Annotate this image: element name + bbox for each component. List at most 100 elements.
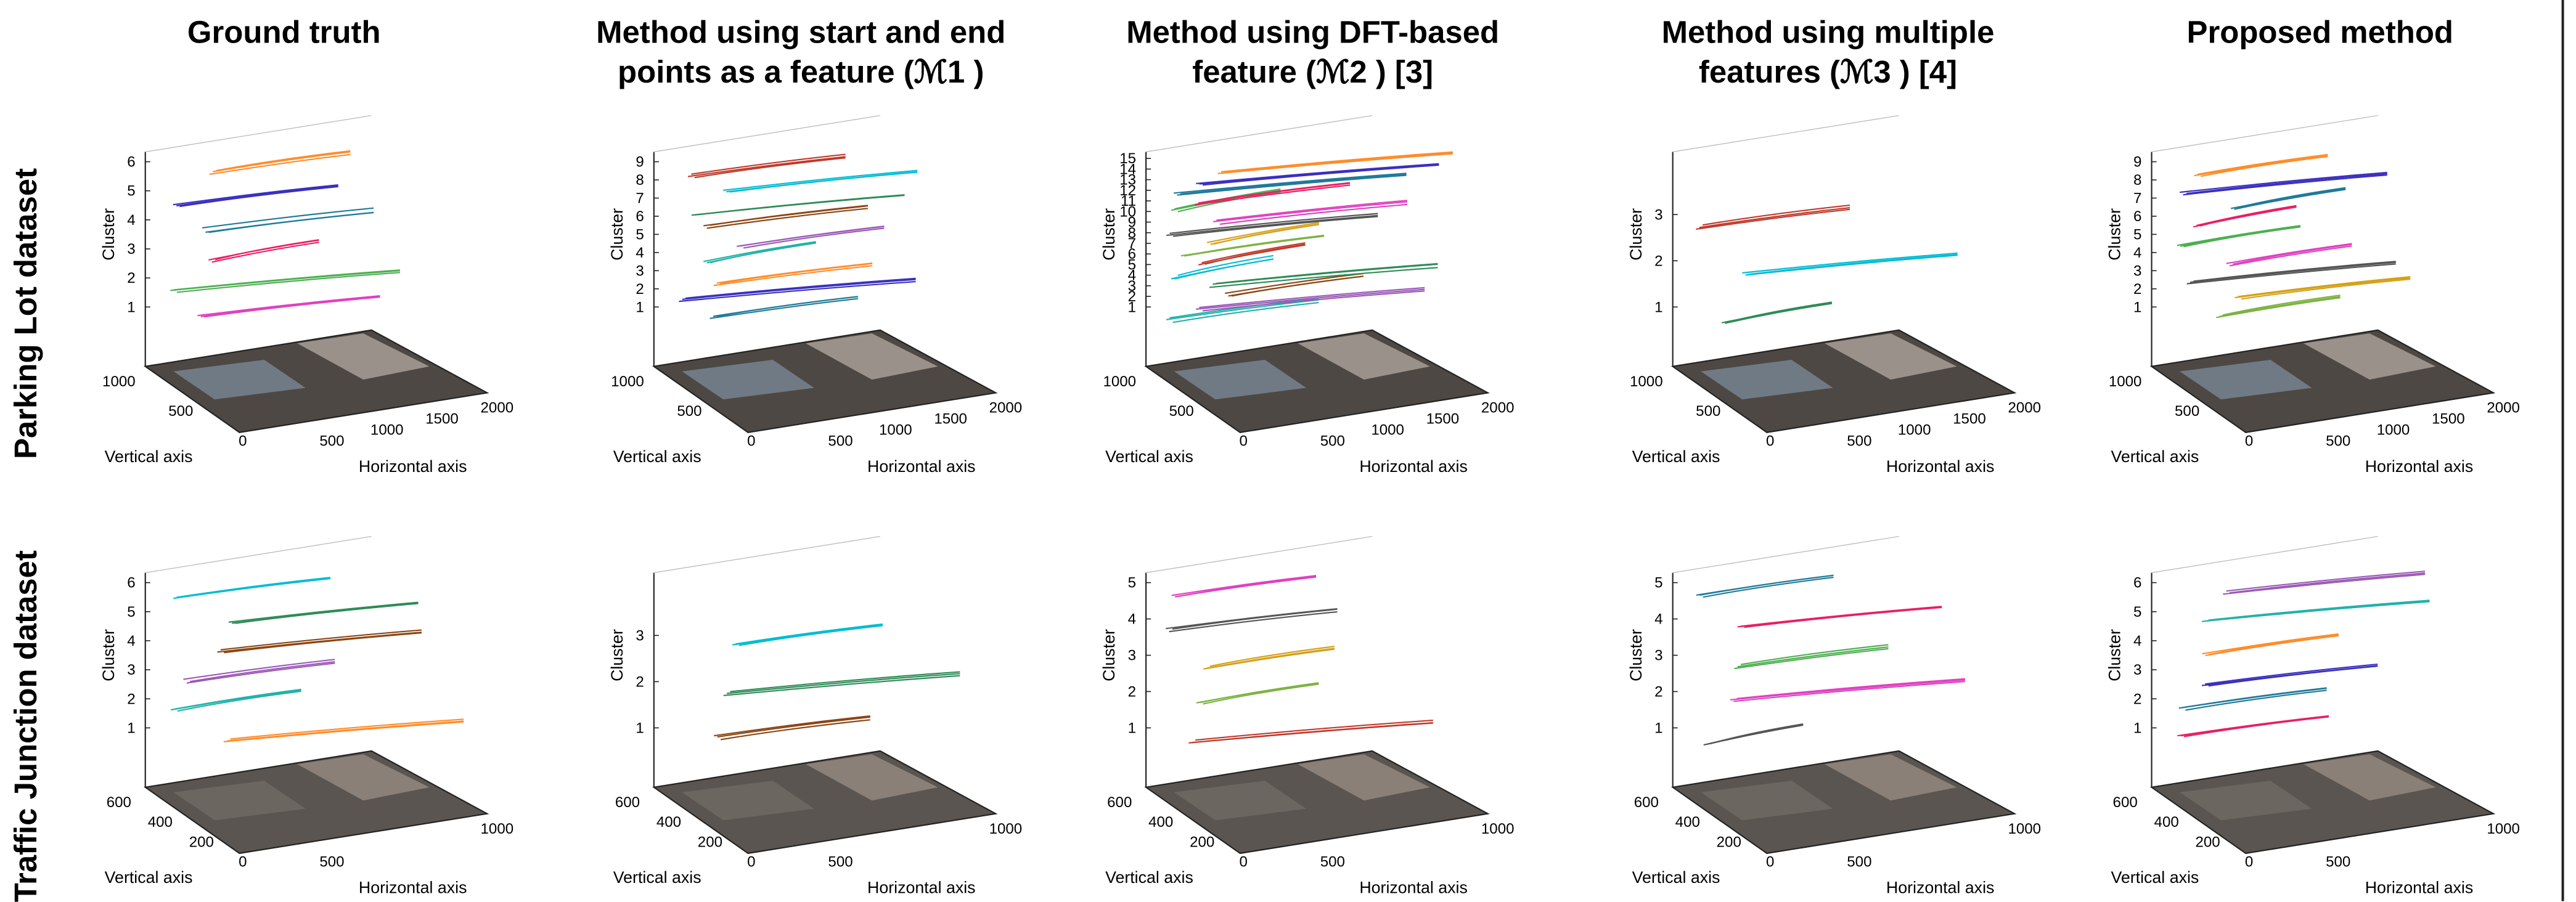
horizontal-tick-label: 1500: [1953, 411, 1986, 428]
cluster-tick-label: 6: [636, 208, 644, 225]
floor-patch: [173, 781, 306, 821]
horizontal-tick-label: 1000: [2377, 421, 2410, 438]
column-title: Proposed method: [2187, 15, 2453, 50]
trajectory: [173, 184, 338, 206]
cluster-tick-label: 8: [2133, 172, 2141, 189]
horizontal-tick-label: 500: [1320, 853, 1345, 870]
horizontal-tick-label: 2000: [2487, 400, 2520, 416]
cluster-tick-label: 3: [1128, 278, 1136, 295]
trajectory: [1166, 214, 1378, 237]
back-axis: [1672, 115, 1899, 153]
back-axis: [1146, 535, 1373, 574]
trajectory: [215, 239, 319, 261]
trajectory: [235, 603, 419, 624]
column-title: Method using DFT-based: [1126, 15, 1499, 50]
cluster-tick-label: 3: [636, 262, 644, 279]
cluster-tick-label: 4: [2133, 633, 2141, 649]
horizontal-tick-label: 500: [1847, 853, 1871, 870]
floor-patch: [2180, 359, 2312, 400]
cluster-tick-label: 4: [127, 633, 135, 649]
cluster-tick-label: 1: [1128, 720, 1136, 736]
trajectory: [2237, 187, 2346, 208]
trajectory: [1725, 303, 1833, 324]
trajectory: [2226, 243, 2352, 264]
cluster-axis-label: Cluster: [1100, 629, 1118, 681]
trajectory: [1734, 648, 1889, 670]
trajectory: [1206, 648, 1335, 669]
trajectory: [1169, 297, 1319, 319]
vertical-tick-label: 600: [1107, 794, 1132, 811]
cluster-tick-label: 7: [1128, 235, 1136, 252]
cluster-tick-label: 2: [1654, 253, 1662, 269]
trajectory: [679, 280, 916, 303]
trajectory: [682, 278, 916, 300]
trajectory: [720, 719, 870, 741]
trajectory: [2234, 189, 2346, 210]
horizontal-tick-label: 1500: [425, 411, 459, 428]
vertical-tick-label: 0: [747, 853, 755, 870]
trajectory: [2233, 243, 2352, 265]
floor-patch: [2303, 333, 2436, 380]
vertical-tick-label: 0: [1766, 853, 1774, 870]
back-axis: [2151, 115, 2378, 153]
trajectory: [209, 153, 351, 176]
trajectory: [1742, 252, 1958, 274]
trajectory: [2186, 263, 2396, 285]
trajectory: [2208, 665, 2378, 687]
floor-patch: [2180, 781, 2312, 821]
trajectory: [211, 242, 319, 263]
trajectory: [2226, 571, 2426, 592]
back-axis: [145, 115, 372, 153]
trajectory: [2185, 689, 2327, 711]
cluster-tick-label: 8: [1128, 225, 1136, 242]
trajectory: [1177, 191, 1281, 213]
trajectory: [1201, 242, 1306, 264]
cluster-tick-label: 9: [1128, 214, 1136, 231]
horizontal-axis-label: Horizontal axis: [867, 457, 976, 476]
trajectory: [197, 295, 380, 317]
floor-patch: [806, 333, 938, 380]
vertical-axis-label: Vertical axis: [1105, 868, 1193, 887]
horizontal-axis-label: Horizontal axis: [1359, 457, 1468, 476]
cluster-tick-label: 1: [1128, 299, 1136, 315]
floor-patch: [1298, 754, 1430, 801]
cluster-axis-label: Cluster: [99, 208, 118, 261]
vertical-axis-label: Vertical axis: [613, 447, 701, 466]
trajectory: [1217, 153, 1453, 174]
cluster-tick-label: 7: [2133, 190, 2141, 207]
vertical-axis-label: Vertical axis: [1632, 868, 1720, 887]
trajectory: [1201, 182, 1351, 203]
column-title: Ground truth: [187, 15, 381, 50]
trajectory: [173, 577, 331, 599]
trajectory: [2205, 664, 2378, 685]
trajectory: [1172, 302, 1319, 323]
floor-patch: [1174, 359, 1306, 400]
cluster-tick-label: 3: [2133, 262, 2141, 279]
trajectory: [698, 194, 905, 216]
vertical-axis-label: Vertical axis: [105, 447, 193, 466]
cluster-tick-label: 2: [636, 281, 644, 298]
cluster-tick-label: 4: [1128, 267, 1136, 284]
trajectory: [1202, 290, 1425, 312]
cluster-tick-label: 1: [636, 720, 644, 736]
trajectory: [716, 296, 859, 317]
trajectory: [1202, 165, 1439, 186]
panel: 1 2 3 4 5 6 Cluster 600 400 200 0 500 1000 Vertical a…: [99, 535, 513, 896]
cluster-tick-label: 3: [2133, 662, 2141, 678]
trajectory: [2235, 277, 2411, 299]
floor-patch: [1701, 781, 1833, 821]
panel: 1 2 3 4 5 Cluster 600 400 200 0 500 1000 Vertical ax…: [1100, 535, 1515, 896]
trajectory: [1174, 173, 1407, 194]
trajectory: [2222, 295, 2341, 316]
cluster-tick-label: 7: [636, 190, 644, 207]
trajectory: [1733, 681, 1965, 702]
vertical-axis-label: Vertical axis: [105, 868, 193, 887]
vertical-axis-label: Vertical axis: [1632, 447, 1720, 466]
vertical-tick-label: 600: [2113, 794, 2138, 811]
trajectory: [1741, 606, 1942, 627]
horizontal-tick-label: 2000: [1481, 400, 1515, 416]
trajectory: [1203, 648, 1335, 670]
trajectory: [1180, 173, 1407, 195]
cluster-tick-label: 11: [1121, 193, 1136, 209]
